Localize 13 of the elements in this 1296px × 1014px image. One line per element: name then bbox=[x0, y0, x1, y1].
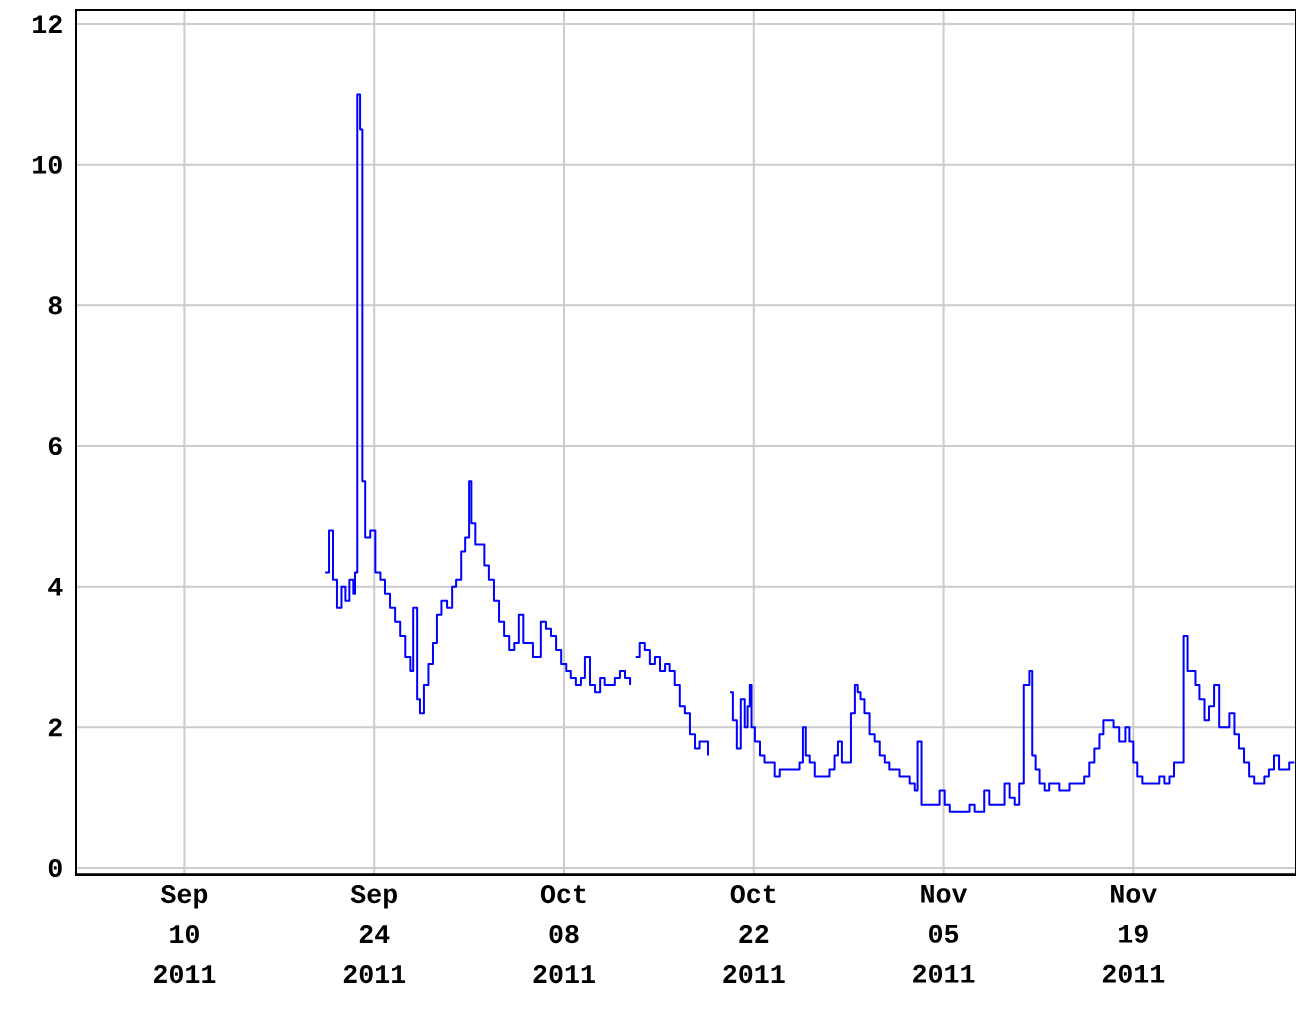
y-tick-label: 8 bbox=[48, 296, 62, 315]
y-tick-label: 2 bbox=[48, 718, 62, 737]
y-tick-label: 0 bbox=[48, 858, 62, 878]
y-tick-label: 12 bbox=[33, 15, 62, 33]
x-tick-label: Sep 24 2011 bbox=[343, 885, 406, 984]
y-tick-label: 10 bbox=[33, 155, 62, 174]
y-tick-label: 6 bbox=[48, 436, 62, 456]
y-tick-label: 4 bbox=[48, 577, 63, 596]
x-tick-label: Oct 22 2011 bbox=[723, 885, 785, 984]
x-tick-label: Nov 19 2011 bbox=[1102, 885, 1165, 983]
x-tick-label: Nov 05 2011 bbox=[913, 885, 975, 983]
x-tick-label: Sep 10 2011 bbox=[154, 885, 216, 984]
x-tick-label: Oct 08 2011 bbox=[533, 885, 595, 984]
